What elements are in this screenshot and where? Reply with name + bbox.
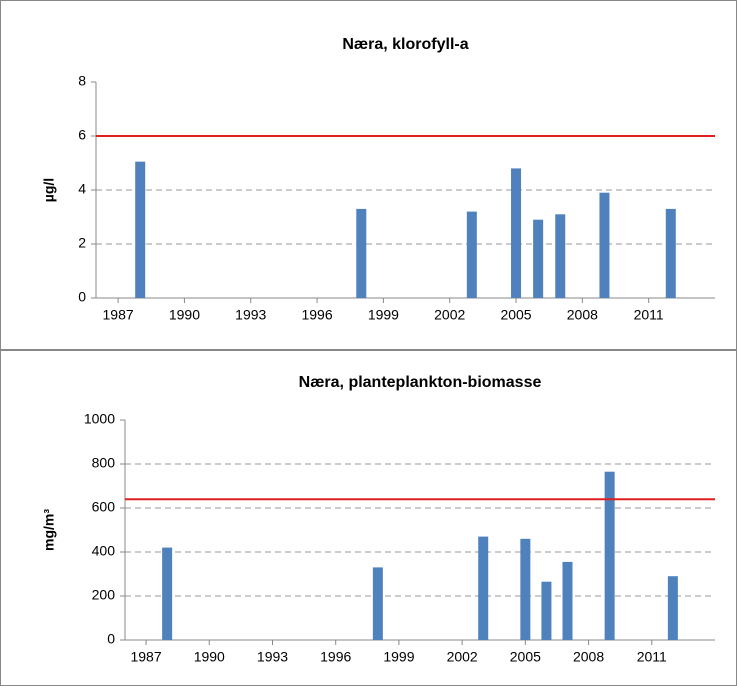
x-tick-label: 2011: [634, 307, 664, 323]
bar: [520, 538, 531, 640]
x-tick-label: 2008: [567, 307, 598, 323]
x-tick-label: 1993: [257, 649, 288, 665]
y-axis-label: mg/m³: [41, 509, 57, 551]
x-tick-label: 1996: [301, 307, 332, 323]
y-tick-label: 2: [78, 235, 86, 251]
bar: [135, 161, 146, 298]
bar: [604, 471, 615, 640]
y-tick-label: 600: [92, 499, 116, 515]
x-tick-label: 2008: [573, 649, 604, 665]
y-axis-label: µg/l: [41, 178, 57, 202]
chart-title: Næra, planteplankton-biomasse: [299, 374, 542, 391]
bar: [541, 581, 552, 640]
x-tick-label: 2002: [434, 307, 465, 323]
x-tick-label: 2005: [500, 307, 531, 323]
x-tick-label: 2005: [510, 649, 541, 665]
bar: [555, 214, 566, 298]
bar: [667, 576, 678, 640]
bar: [478, 536, 489, 640]
x-tick-label: 1987: [103, 307, 134, 323]
chart-title: Næra, klorofyll-a: [342, 36, 468, 53]
y-tick-label: 0: [78, 289, 86, 305]
bar: [466, 211, 477, 298]
y-tick-label: 400: [92, 543, 116, 559]
bar: [356, 208, 367, 298]
y-tick-label: 6: [78, 127, 86, 143]
bar: [599, 192, 610, 298]
bar: [562, 561, 573, 640]
panel-frame: [0, 0, 737, 350]
x-tick-label: 1996: [320, 649, 351, 665]
y-tick-label: 0: [107, 631, 115, 647]
bar: [665, 208, 676, 298]
bar: [511, 168, 522, 298]
y-tick-label: 1000: [84, 411, 115, 427]
y-tick-label: 200: [92, 587, 116, 603]
x-tick-label: 1990: [169, 307, 200, 323]
x-tick-label: 1999: [368, 307, 399, 323]
bar: [533, 219, 544, 298]
y-tick-label: 4: [78, 181, 86, 197]
x-tick-label: 2011: [637, 649, 667, 665]
y-tick-label: 800: [92, 455, 116, 471]
x-tick-label: 1999: [383, 649, 414, 665]
x-tick-label: 1990: [194, 649, 225, 665]
bar: [162, 547, 173, 640]
x-tick-label: 2002: [447, 649, 478, 665]
bar: [372, 567, 383, 640]
y-tick-label: 8: [78, 73, 86, 89]
x-tick-label: 1987: [130, 649, 161, 665]
x-tick-label: 1993: [235, 307, 266, 323]
